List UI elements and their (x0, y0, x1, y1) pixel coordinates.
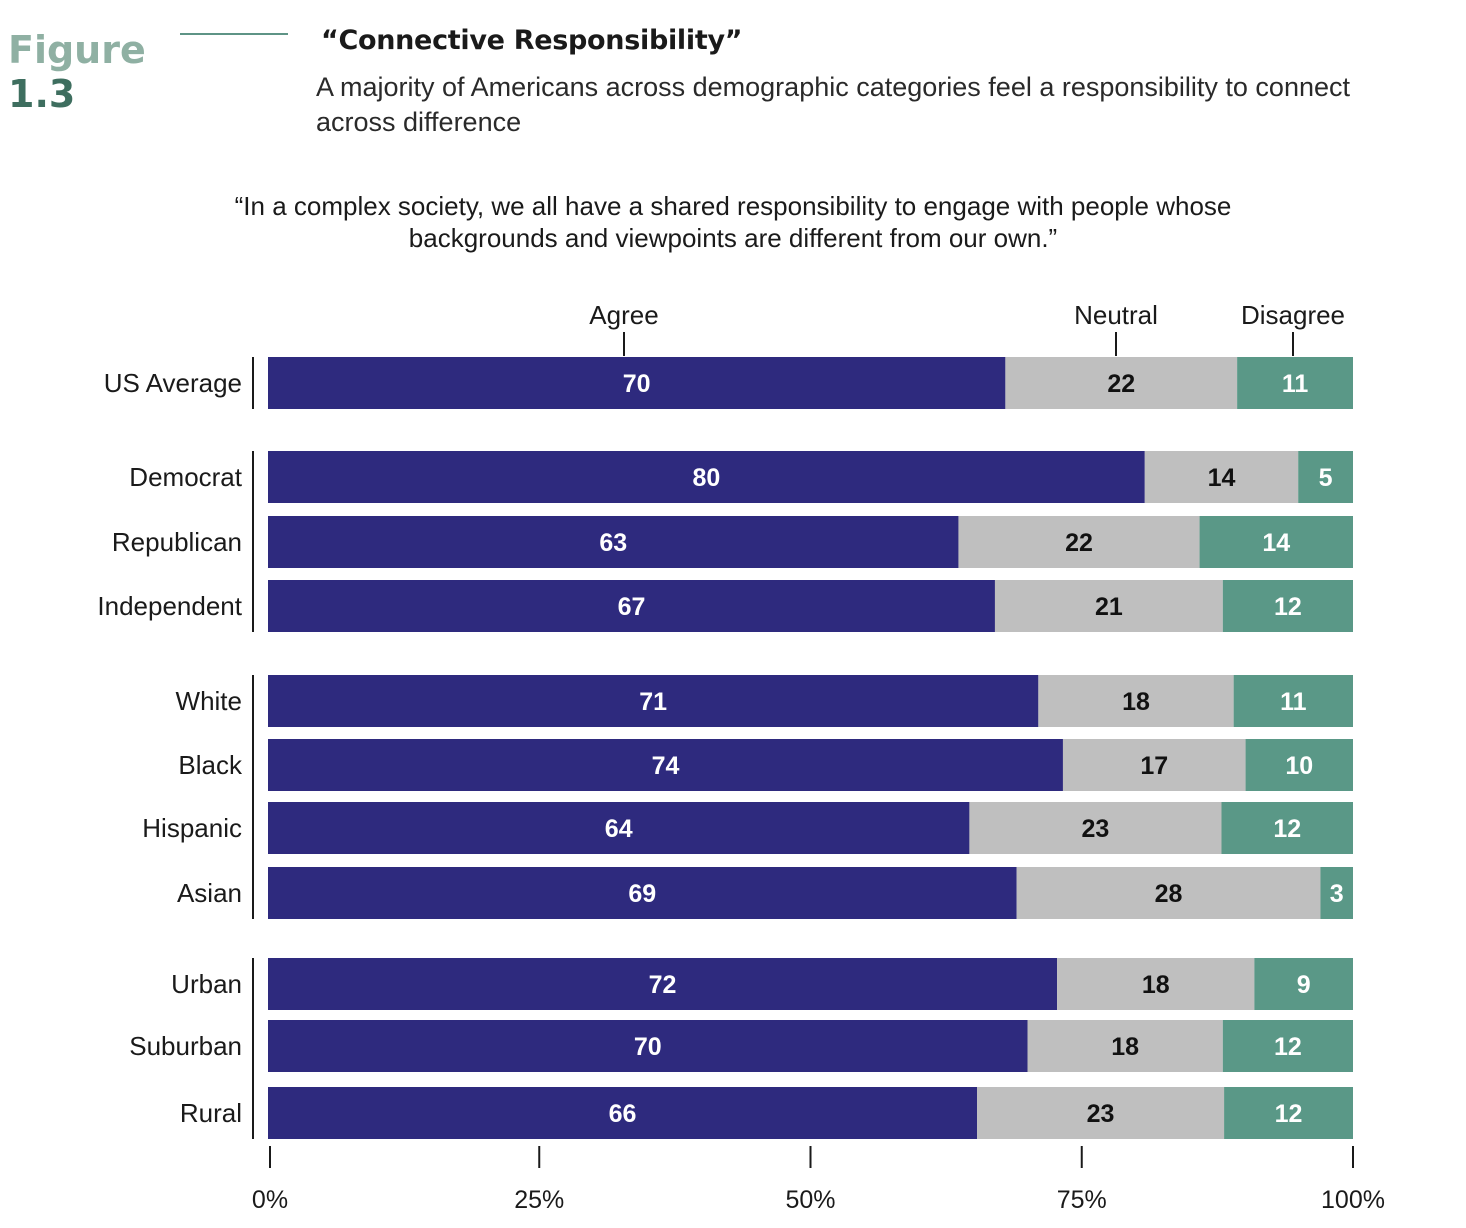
data-label-disagree-hispanic: 12 (1273, 815, 1301, 843)
bar-neutral-black (1062, 739, 1246, 791)
data-label-neutral-asian: 28 (1155, 880, 1183, 908)
data-label-agree-black: 74 (652, 752, 680, 780)
data-label-disagree-independent: 12 (1274, 593, 1302, 621)
category-label-independent: Independent (97, 591, 242, 621)
bar-agree-black (268, 739, 1063, 791)
category-label-rural: Rural (180, 1098, 242, 1128)
bar-disagree-us-average (1237, 357, 1353, 409)
bar-agree-independent (268, 580, 995, 632)
bar-neutral-suburban (1027, 1020, 1223, 1072)
data-label-disagree-urban: 9 (1297, 971, 1311, 999)
figure-divider (180, 33, 288, 35)
x-tick-label-2: 50% (785, 1186, 835, 1214)
data-label-disagree-rural: 12 (1275, 1100, 1303, 1128)
bar-agree-urban (268, 958, 1058, 1010)
bar-disagree-white (1233, 675, 1353, 727)
bar-disagree-rural (1224, 1087, 1353, 1139)
bar-neutral-independent (994, 580, 1223, 632)
bar-neutral-urban (1057, 958, 1255, 1010)
figure-label: Figure 1.3 (8, 28, 146, 116)
bar-agree-republican (268, 516, 959, 568)
data-label-agree-hispanic: 64 (605, 815, 633, 843)
bar-neutral-us-average (1005, 357, 1238, 409)
category-label-asian: Asian (177, 878, 242, 908)
data-label-neutral-suburban: 18 (1111, 1033, 1139, 1061)
data-label-agree-asian: 69 (628, 880, 656, 908)
x-tick-label-3: 75% (1057, 1186, 1107, 1214)
bar-agree-hispanic (268, 802, 970, 854)
data-label-disagree-black: 10 (1285, 752, 1313, 780)
data-label-disagree-us-average: 11 (1282, 370, 1309, 398)
bar-neutral-republican (958, 516, 1200, 568)
data-label-disagree-suburban: 12 (1274, 1033, 1302, 1061)
legend-agree: Agree (589, 300, 658, 330)
bar-neutral-asian (1016, 867, 1321, 919)
data-label-disagree-asian: 3 (1330, 880, 1344, 908)
category-label-suburban: Suburban (129, 1031, 242, 1061)
data-label-disagree-republican: 14 (1262, 529, 1290, 557)
category-label-us-average: US Average (104, 368, 242, 398)
category-label-urban: Urban (171, 969, 242, 999)
category-label-black: Black (178, 750, 243, 780)
data-label-disagree-democrat: 5 (1319, 464, 1333, 492)
bar-agree-asian (268, 867, 1017, 919)
data-label-neutral-independent: 21 (1095, 593, 1123, 621)
bar-disagree-black (1245, 739, 1353, 791)
figure-number: 1.3 (8, 72, 76, 116)
bar-disagree-urban (1254, 958, 1353, 1010)
bar-disagree-republican (1199, 516, 1353, 568)
data-label-neutral-hispanic: 23 (1082, 815, 1110, 843)
bar-disagree-hispanic (1221, 802, 1353, 854)
x-tick-label-0: 0% (252, 1186, 288, 1214)
data-label-disagree-white: 11 (1280, 688, 1307, 716)
bar-neutral-white (1038, 675, 1234, 727)
category-label-republican: Republican (112, 527, 242, 557)
data-label-agree-republican: 63 (599, 529, 627, 557)
bar-neutral-hispanic (969, 802, 1222, 854)
bar-agree-us-average (268, 357, 1006, 409)
category-label-hispanic: Hispanic (142, 813, 242, 843)
data-label-agree-white: 71 (639, 688, 667, 716)
data-label-neutral-black: 17 (1140, 752, 1168, 780)
category-label-white: White (176, 686, 242, 716)
legend-neutral: Neutral (1074, 300, 1158, 330)
bar-disagree-suburban (1222, 1020, 1353, 1072)
figure-word: Figure (8, 28, 146, 72)
x-tick-label-4: 100% (1321, 1186, 1385, 1214)
data-label-neutral-urban: 18 (1142, 971, 1170, 999)
data-label-neutral-democrat: 14 (1208, 464, 1236, 492)
data-label-agree-suburban: 70 (634, 1033, 662, 1061)
legend-disagree: Disagree (1241, 300, 1345, 330)
bar-agree-rural (268, 1087, 978, 1139)
data-label-agree-us-average: 70 (623, 370, 651, 398)
data-label-agree-democrat: 80 (692, 464, 720, 492)
survey-question: “In a complex society, we all have a sha… (234, 191, 1232, 253)
bar-neutral-rural (977, 1087, 1225, 1139)
chart-title: “Connective Responsibility” (321, 25, 743, 56)
x-tick-label-1: 25% (514, 1186, 564, 1214)
data-label-agree-independent: 67 (618, 593, 646, 621)
data-label-agree-rural: 66 (609, 1100, 637, 1128)
data-label-neutral-republican: 22 (1065, 529, 1093, 557)
bar-neutral-democrat (1144, 451, 1299, 503)
data-label-neutral-us-average: 22 (1107, 370, 1135, 398)
bar-disagree-democrat (1298, 451, 1353, 503)
chart-subtitle: A majority of Americans across demograph… (316, 72, 1351, 137)
stacked-bar-chart: US Average 70 22 11 Democrat 80 14 5 Republican 6… (97, 300, 1385, 1214)
bar-disagree-asian (1320, 867, 1353, 919)
bar-disagree-independent (1222, 580, 1353, 632)
data-label-neutral-rural: 23 (1087, 1100, 1115, 1128)
category-label-democrat: Democrat (129, 462, 242, 492)
data-label-neutral-white: 18 (1122, 688, 1150, 716)
bar-agree-white (268, 675, 1039, 727)
data-label-agree-urban: 72 (649, 971, 677, 999)
bar-agree-suburban (268, 1020, 1028, 1072)
bar-agree-democrat (268, 451, 1145, 503)
